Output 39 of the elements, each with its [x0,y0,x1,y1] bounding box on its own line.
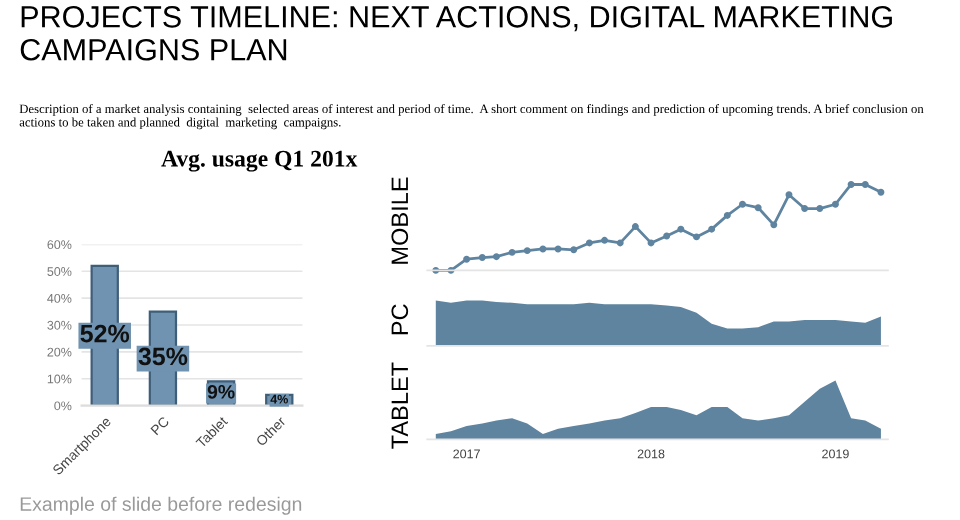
point [831,200,839,208]
point [539,245,547,253]
y-axis-title: PC [391,304,409,335]
y-axis-title: MOBILE [391,177,409,264]
point [570,246,578,254]
point [801,205,809,213]
text: PROJECTS TIMELINE: NEXT ACTIONS, DIGITAL MARKETING CAMPAIGNS PLAN [20,6,892,61]
point [447,266,455,274]
point [616,239,624,247]
point [877,188,885,196]
point [739,200,746,208]
chart-title: Avg. usage Q1 201x [161,150,358,172]
point [432,266,440,274]
point [585,239,593,247]
point [647,239,655,247]
point [847,181,855,188]
point [601,236,609,244]
point [554,245,562,253]
point [508,248,516,256]
point [708,225,716,233]
y-axis-title: TABLET [391,362,408,449]
point [478,254,486,261]
point [693,233,700,241]
point [754,204,762,212]
data-label: 52% [80,324,130,343]
data-label: 9% [207,384,235,399]
point [463,255,471,263]
point [816,205,824,213]
text: Example of slide before redesign [20,496,302,515]
point [723,211,731,219]
point [492,253,500,261]
point [523,247,531,255]
point [677,225,685,233]
point [631,223,639,231]
point [861,181,869,188]
point [663,232,671,240]
point [785,191,793,199]
point [770,221,778,229]
data-label: 35% [138,347,188,366]
